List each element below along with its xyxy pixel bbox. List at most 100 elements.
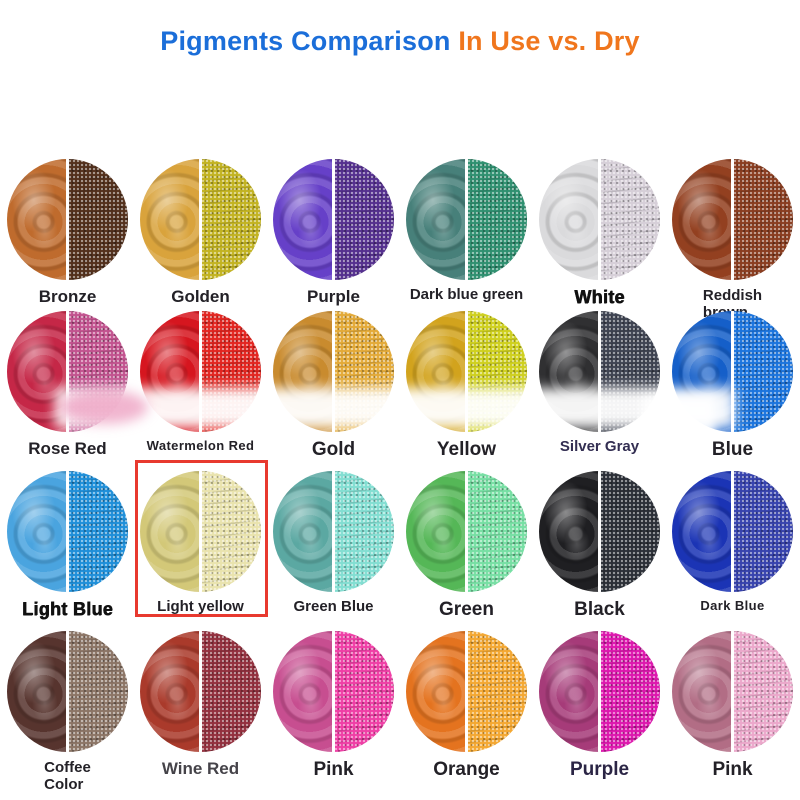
pigment-swatch (539, 631, 660, 752)
pigment-swatch (7, 631, 128, 752)
in-use-half (7, 311, 68, 432)
dry-half (466, 471, 527, 592)
pigment-label: Blue (711, 439, 754, 460)
in-use-half (406, 631, 467, 752)
pigment-label: Silver Gray (559, 438, 640, 455)
pigment-label: Purple (307, 287, 360, 306)
pigment-cell-light-blue: Light Blue (1, 464, 134, 624)
dry-half (466, 311, 527, 432)
swatch-divider (332, 631, 335, 752)
swatch-divider (332, 311, 335, 432)
swatch-divider (598, 471, 601, 592)
pigment-cell-coffee-color: Coffee Color (1, 624, 134, 796)
in-use-half (539, 159, 600, 280)
title-main: Pigments Comparison (160, 26, 451, 56)
pigment-swatch (672, 471, 793, 592)
dry-half (200, 311, 261, 432)
dry-half (333, 311, 394, 432)
dry-half (67, 471, 128, 592)
pigment-cell-wine-red: Wine Red (134, 624, 267, 796)
swatch-divider (199, 471, 202, 592)
pigment-label: Pink (313, 759, 354, 780)
pigment-cell-watermelon-red: Watermelon Red (134, 304, 267, 464)
pigment-cell-black: Black (533, 464, 666, 624)
pigment-swatch (273, 471, 394, 592)
pigment-swatch (140, 311, 261, 432)
pigment-swatch (7, 159, 128, 280)
swatch-divider (66, 631, 69, 752)
pigment-label: Pink (712, 759, 753, 780)
pigment-label: Gold (311, 439, 356, 460)
pigment-label: Purple (569, 759, 630, 780)
pigment-cell-gold: Gold (267, 304, 400, 464)
pigment-cell-pink: Pink (267, 624, 400, 796)
pigment-label: Watermelon Red (146, 438, 255, 453)
swatch-divider (66, 471, 69, 592)
swatch-divider (731, 159, 734, 280)
in-use-half (140, 311, 201, 432)
pigment-cell-reddish-brown: Reddish brown (666, 152, 799, 321)
pigment-label: Light yellow (157, 598, 244, 615)
dry-half (732, 471, 793, 592)
swatch-divider (465, 631, 468, 752)
pigment-label: Green (439, 599, 494, 620)
pigment-swatch (140, 159, 261, 280)
pigment-cell-purple-2: Purple (533, 624, 666, 796)
pigment-label: Yellow (436, 439, 497, 460)
in-use-half (672, 471, 733, 592)
pigment-label: Dark blue green (409, 286, 524, 303)
pigment-swatch (539, 311, 660, 432)
swatch-divider (332, 471, 335, 592)
pigment-cell-green-blue: Green Blue (267, 464, 400, 624)
pigment-cell-green: Green (400, 464, 533, 624)
dry-half (67, 631, 128, 752)
pigment-cell-white: White (533, 152, 666, 307)
dry-half (67, 159, 128, 280)
swatch-divider (199, 631, 202, 752)
pigment-label: Coffee Color (44, 759, 91, 794)
dry-half (732, 159, 793, 280)
in-use-half (672, 311, 733, 432)
swatch-divider (465, 311, 468, 432)
in-use-half (140, 159, 201, 280)
in-use-half (539, 311, 600, 432)
pigment-label: Orange (433, 759, 500, 780)
pigment-swatch (7, 471, 128, 592)
pigment-cell-rose-red: Rose Red (1, 304, 134, 464)
pigment-swatch (273, 631, 394, 752)
dry-half (200, 159, 261, 280)
in-use-half (7, 159, 68, 280)
in-use-half (7, 471, 68, 592)
in-use-half (140, 631, 201, 752)
pigment-label: Rose Red (28, 439, 107, 458)
swatch-divider (598, 631, 601, 752)
in-use-half (273, 631, 334, 752)
in-use-half (406, 471, 467, 592)
dry-half (732, 631, 793, 752)
swatch-divider (598, 311, 601, 432)
pigment-swatch (672, 311, 793, 432)
swatch-divider (731, 311, 734, 432)
pigment-label: White (574, 287, 625, 307)
pigment-swatch (672, 631, 793, 752)
dry-half (599, 471, 660, 592)
pigment-label: Green Blue (293, 598, 374, 615)
pigment-label: Wine Red (161, 759, 240, 778)
dry-half (333, 159, 394, 280)
pigment-cell-dark-blue: Dark Blue (666, 464, 799, 624)
swatch-divider (465, 471, 468, 592)
swatch-divider (66, 159, 69, 280)
in-use-half (406, 311, 467, 432)
in-use-half (273, 471, 334, 592)
pigment-swatch (273, 159, 394, 280)
in-use-half (672, 159, 733, 280)
pigment-swatch (7, 311, 128, 432)
pigment-cell-yellow: Yellow (400, 304, 533, 464)
in-use-half (406, 159, 467, 280)
title-accent: In Use vs. Dry (450, 26, 640, 56)
pigment-label: Dark Blue (700, 598, 765, 613)
dry-half (466, 159, 527, 280)
pigment-cell-silver-gray: Silver Gray (533, 304, 666, 464)
in-use-half (273, 159, 334, 280)
